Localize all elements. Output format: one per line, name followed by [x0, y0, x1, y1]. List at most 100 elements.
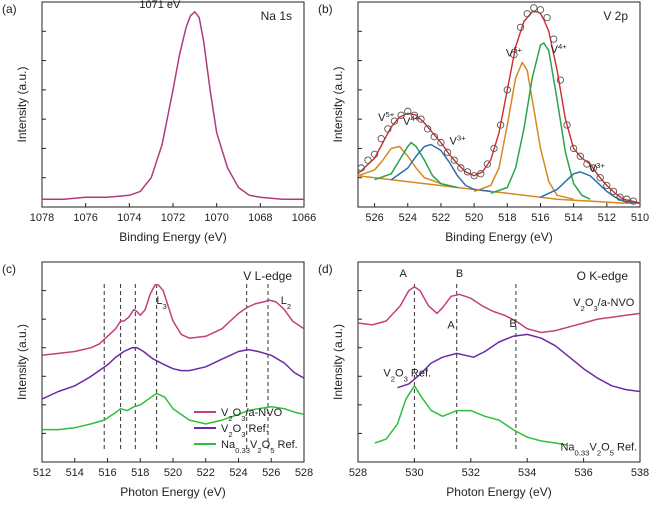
data-point	[523, 10, 531, 18]
data-point	[390, 117, 399, 125]
series-line	[41, 284, 305, 357]
series-line	[42, 392, 305, 431]
data-point	[583, 160, 591, 168]
component-label: V3+	[449, 133, 466, 148]
plot-frame	[357, 1, 641, 208]
series-line	[490, 42, 591, 200]
chart-panel-3: 512 514 516 518 520 522 524 526 528 Photon Energy…	[2, 261, 313, 499]
y-axis-label: Intensity (a.u.)	[15, 324, 29, 400]
peak-label: A	[399, 268, 407, 280]
peak-label: B	[456, 268, 463, 280]
data-point	[623, 195, 631, 203]
x-axis-label: Binding Energy (eV)	[445, 230, 552, 244]
x-tick-label: 516	[98, 467, 116, 479]
chart-panel-2: 526 524 522 520 518 516 514 512 510 Binding Energ…	[318, 1, 649, 244]
component-label: V4+	[551, 41, 568, 56]
data-point	[576, 152, 584, 160]
peak-label: L2	[281, 295, 291, 311]
panel-title: Na 1s	[261, 9, 292, 23]
data-point	[437, 138, 445, 147]
plot-frame	[41, 1, 305, 208]
data-point	[603, 181, 611, 190]
x-tick-label: 520	[164, 467, 182, 479]
data-point	[530, 4, 538, 12]
y-axis-label: Intensity (a.u.)	[331, 66, 345, 142]
panel-label: (c)	[2, 262, 16, 276]
series-line	[397, 333, 641, 393]
panel-title: O K-edge	[577, 269, 629, 283]
data-point	[550, 35, 558, 43]
series-line	[42, 11, 304, 200]
data-point	[463, 168, 472, 176]
x-tick-label: 522	[197, 467, 215, 479]
panel-label: (a)	[2, 2, 17, 16]
x-tick-label: 534	[518, 467, 536, 479]
x-tick-label: 536	[574, 467, 592, 479]
x-tick-label: 1078	[30, 212, 54, 224]
data-point	[457, 164, 465, 172]
panel-title: V L-edge	[243, 269, 292, 283]
legend-label: Na0.33V2O5 Ref.	[221, 439, 298, 455]
series-line	[374, 141, 458, 189]
x-tick-label: 1076	[73, 212, 97, 224]
x-tick-label: 530	[405, 467, 423, 479]
x-tick-label: 1070	[204, 212, 228, 224]
data-point	[536, 6, 545, 14]
data-point	[364, 156, 372, 164]
x-tick-label: 1066	[292, 212, 316, 224]
component-label: V4+	[403, 114, 420, 129]
x-tick-label: 538	[631, 467, 649, 479]
series-line	[540, 171, 641, 204]
annotation: 1071 eV	[139, 0, 181, 11]
panel-label: (d)	[318, 262, 333, 276]
data-point	[616, 193, 624, 201]
x-tick-label: 512	[33, 467, 51, 479]
panel-title: V 2p	[603, 9, 628, 23]
x-tick-label: 512	[598, 212, 616, 224]
series-label: V2O3/a-NVO	[573, 297, 635, 313]
data-point	[497, 121, 505, 129]
data-point	[563, 121, 571, 129]
x-tick-label: 514	[66, 467, 84, 479]
series-line	[357, 175, 640, 204]
component-label: V3+	[589, 160, 606, 175]
data-point	[589, 164, 598, 172]
x-tick-label: 1074	[117, 212, 141, 224]
data-point	[596, 174, 604, 182]
x-tick-label: 1072	[161, 212, 185, 224]
series-line	[390, 143, 491, 193]
data-point	[516, 23, 525, 32]
data-point	[424, 125, 432, 133]
data-point	[410, 111, 419, 119]
x-axis-label: Photon Energy (eV)	[120, 485, 225, 499]
data-point	[543, 13, 551, 22]
x-tick-label: 520	[465, 212, 483, 224]
x-tick-label: 1068	[248, 212, 272, 224]
data-point	[629, 197, 638, 205]
peak-label: L3	[156, 295, 166, 311]
series-line	[357, 145, 442, 185]
panel-label: (b)	[318, 2, 333, 16]
plot-frame	[357, 261, 641, 463]
x-tick-label: 526	[365, 212, 383, 224]
x-tick-label: 514	[564, 212, 582, 224]
data-point	[357, 164, 365, 172]
chart-panel-4: 528 530 532 534 536 538 Photon Energy (eV) Inte…	[318, 261, 649, 499]
data-point	[417, 115, 425, 123]
data-point	[609, 187, 618, 196]
series-label: Na0.33V2O5 Ref.	[560, 442, 637, 458]
data-point	[483, 160, 492, 168]
x-axis-label: Binding Energy (eV)	[119, 230, 226, 244]
data-point	[404, 107, 412, 115]
x-tick-label: 510	[631, 212, 649, 224]
x-tick-label: 524	[399, 212, 417, 224]
series-line	[473, 61, 574, 200]
x-tick-label: 532	[462, 467, 480, 479]
data-point	[377, 135, 385, 143]
chart-panel-1: 1078 1076 1074 1072 1070 1068 1066 Binding Ener…	[2, 0, 316, 244]
data-point	[450, 156, 458, 164]
data-point	[430, 133, 438, 141]
data-point	[470, 172, 478, 180]
data-point	[397, 111, 405, 119]
data-point	[370, 150, 379, 158]
